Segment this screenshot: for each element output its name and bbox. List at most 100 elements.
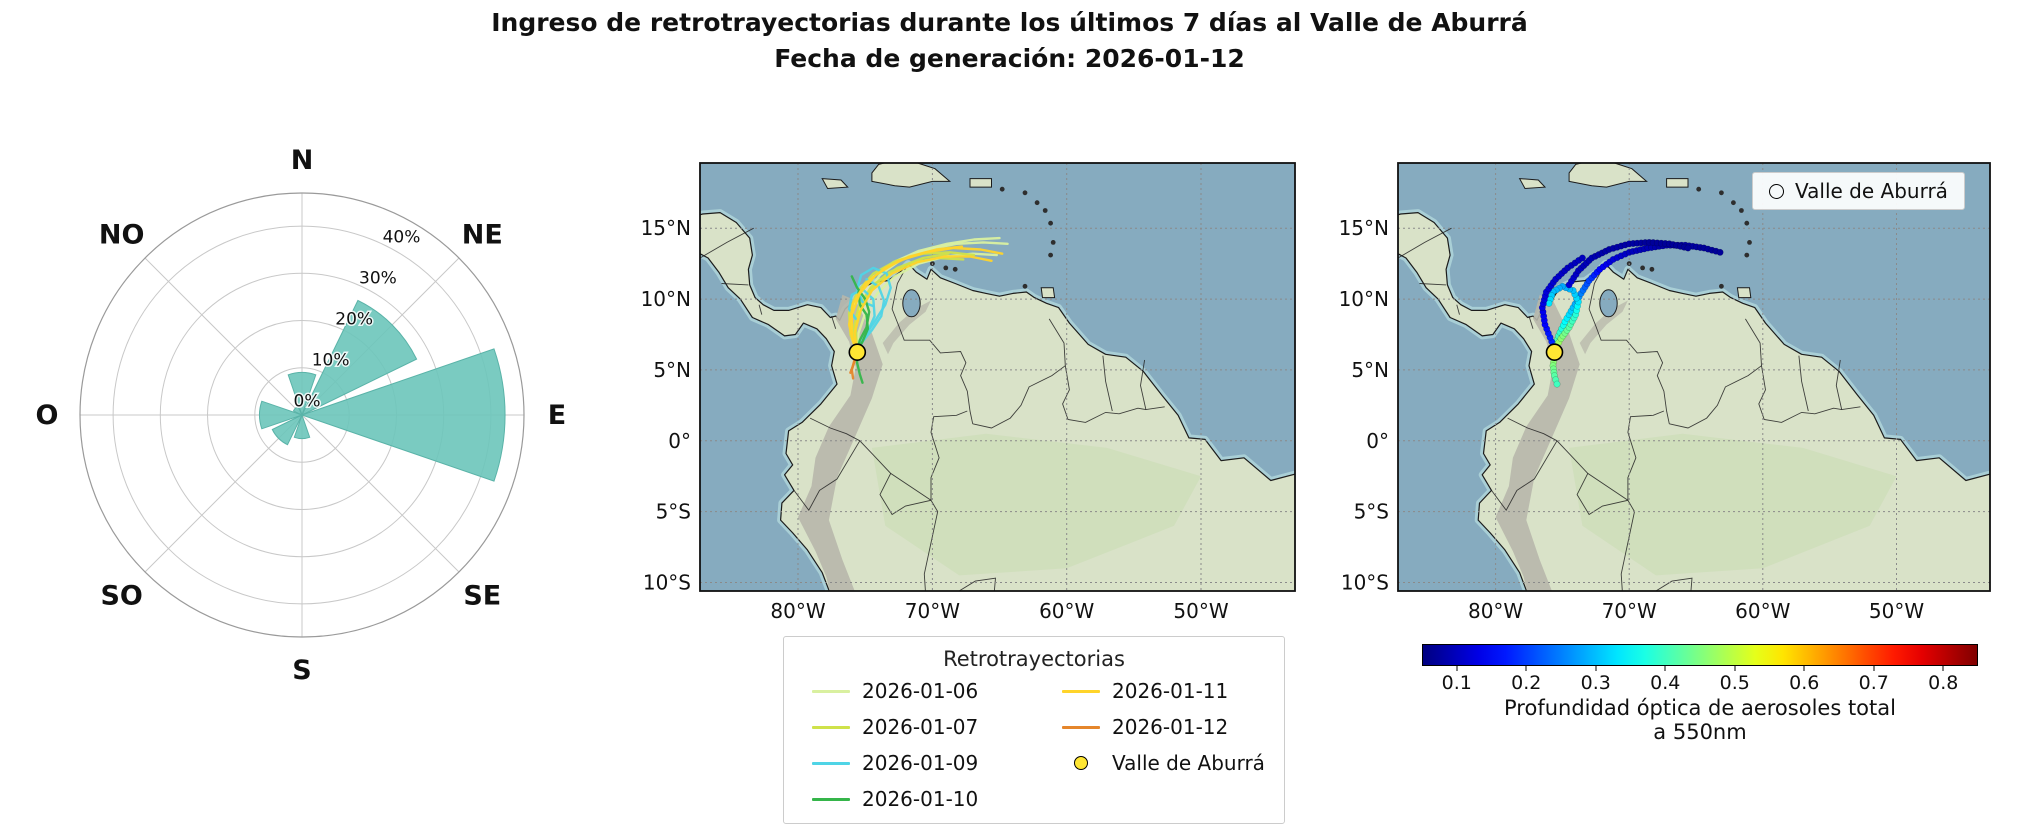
map-aod-scatter: 80°W 70°W 60°W 50°W 15°N 10°N 5°N 0° 5°S 10°S	[1339, 162, 1991, 623]
legend-title: Retrotrayectorias	[943, 647, 1125, 671]
windrose-spoke	[144, 414, 303, 573]
colorbar-tick-label: 0.4	[1650, 672, 1681, 694]
compass-label-N: N	[291, 145, 314, 176]
swatch-color	[812, 689, 850, 693]
figure-title: Ingreso de retrotrayectorias durante los…	[491, 8, 1528, 37]
lon-tick-label: 50°W	[1869, 599, 1924, 623]
legend-line-swatch	[812, 689, 850, 693]
island-dot	[1731, 200, 1736, 206]
legend-entry: 2026-01-10	[812, 787, 1034, 811]
country-border	[1528, 315, 1534, 329]
map-frame	[699, 162, 1296, 592]
lon-tick-label: 70°W	[905, 599, 960, 623]
country-border	[831, 315, 837, 329]
island	[1666, 178, 1689, 188]
colorbar-ticks: 0.1 0.2 0.3 0.4 0.5 0.6 0.7 0.8	[1422, 666, 1978, 695]
country-border	[1588, 263, 1670, 424]
map-frame	[1397, 162, 1991, 592]
colorbar-tick-label: 0.5	[1719, 672, 1750, 694]
country-border	[1491, 440, 1558, 512]
trajectories-legend: Retrotrayectorias 2026-01-06 2026-01-07 20…	[783, 636, 1285, 824]
colorbar-gradient	[1422, 644, 1978, 666]
country-border	[1456, 304, 1460, 315]
colorbar-tick-label: 0.7	[1858, 672, 1889, 694]
island-dot	[1042, 208, 1048, 213]
island-dot	[1640, 265, 1645, 271]
legend-columns: 2026-01-06 2026-01-07 2026-01-09 2026-01-10…	[784, 679, 1284, 811]
aod-point	[1716, 248, 1724, 256]
lon-tick-label: 50°W	[1173, 599, 1228, 623]
trajectory-2026-01-10	[850, 275, 871, 353]
trajectory-2026-01-11	[847, 245, 964, 353]
lat-tick-label: 0°	[668, 429, 691, 453]
compass-label-SE: SE	[463, 580, 501, 611]
island	[871, 163, 952, 188]
windrose-petal-S	[293, 413, 311, 440]
lat-tick-label: 10°N	[1339, 287, 1389, 311]
country-border	[1798, 355, 1809, 412]
colorbar-tickmark	[1942, 666, 1944, 671]
windrose-panel: N NE E SE S SO O NO 0% 10% 20% 30% 40%	[36, 145, 567, 686]
country-border	[1669, 318, 1762, 429]
island-dot	[1739, 208, 1744, 213]
station-legend-label: Valle de Aburrá	[1795, 179, 1948, 203]
colorbar: 0.1 0.2 0.3 0.4 0.5 0.6 0.7 0.8 Profundidad ópt…	[1422, 644, 1978, 744]
legend-line-swatch	[1062, 689, 1100, 693]
colorbar-tickmark	[1873, 666, 1875, 671]
trajectory-2026-01-10	[855, 290, 870, 353]
island	[821, 178, 849, 190]
colorbar-tickmark	[1595, 666, 1597, 671]
country-border	[1758, 365, 1861, 423]
windrose-radial-tick: 20%	[335, 310, 373, 330]
windrose-radial-tick: 10%	[312, 350, 350, 370]
colorbar-label-units: a 550nm	[1653, 720, 1747, 744]
map-trajectories: 80°W 70°W 60°W 50°W 15°N 10°N 5°N 0° 5°S 10°S	[641, 162, 1296, 623]
legend-entry: 2026-01-09	[812, 751, 1034, 775]
windrose-outer-ring	[79, 192, 525, 638]
country-border	[700, 227, 754, 259]
island-dot	[1649, 266, 1655, 272]
lat-tick-label: 10°N	[641, 287, 691, 311]
colorbar-tick-label: 0.3	[1580, 672, 1611, 694]
station-marker-icon	[1769, 183, 1784, 199]
andes-terrain	[798, 294, 883, 591]
legend-entry: Valle de Aburrá	[1062, 751, 1284, 775]
lat-tick-label: 10°S	[643, 571, 691, 595]
windrose-radial-tick: 40%	[383, 228, 421, 248]
lat-tick-label: 15°N	[1339, 216, 1389, 240]
windrose-petal-O	[258, 400, 304, 430]
windrose-petal-N	[287, 371, 317, 417]
legend-entry-label: 2026-01-09	[862, 751, 979, 775]
island	[1736, 287, 1752, 299]
country-border	[958, 577, 996, 591]
legend-marker-icon	[1062, 756, 1100, 770]
island-dot	[1022, 190, 1028, 196]
lat-tick-label: 5°S	[1354, 500, 1389, 524]
windrose-petal-NE	[300, 299, 418, 417]
country-border	[930, 410, 968, 501]
country-border	[721, 283, 749, 286]
country-border	[793, 440, 861, 512]
lon-tick-label: 70°W	[1602, 599, 1657, 623]
station-marker	[1545, 343, 1564, 362]
windrose-petal-SO	[271, 413, 304, 446]
island-dot	[1034, 200, 1040, 206]
island-dot	[1719, 190, 1724, 196]
andes-terrain	[1495, 294, 1580, 591]
country-border	[1655, 577, 1693, 591]
compass-label-O: O	[36, 400, 59, 431]
legend-line-swatch	[812, 725, 850, 729]
legend-entry-label: 2026-01-07	[862, 715, 979, 739]
legend-entry: 2026-01-06	[812, 679, 1034, 703]
legend-column: 2026-01-11 2026-01-12 Valle de Aburrá	[1034, 679, 1284, 811]
island	[969, 178, 992, 188]
country-border	[891, 263, 974, 424]
windrose-petal-E	[300, 348, 506, 482]
aod-point	[1684, 244, 1692, 252]
country-border	[1102, 355, 1113, 412]
legend-entry-label: 2026-01-10	[862, 787, 979, 811]
legend-entry-label: 2026-01-12	[1112, 715, 1229, 739]
windrose-petal-NO	[292, 405, 304, 417]
colorbar-tickmark	[1803, 666, 1805, 671]
